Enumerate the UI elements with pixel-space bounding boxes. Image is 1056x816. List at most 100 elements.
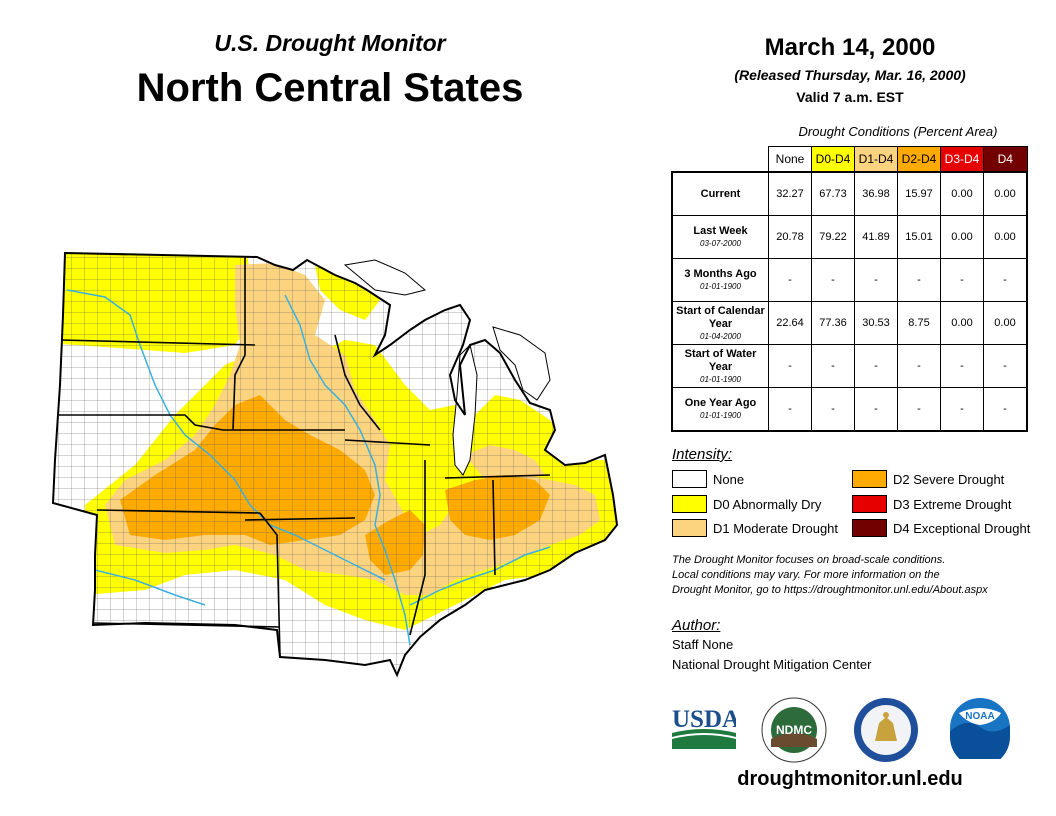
conditions-caption: Drought Conditions (Percent Area): [798, 124, 998, 139]
author-name: Staff None: [672, 637, 734, 652]
dakotas-mn-border: [232, 257, 246, 431]
row-label: Start of Calendar Year 01-04-2000: [671, 301, 769, 345]
il-east-border: [409, 460, 426, 636]
author-organization: National Drought Mitigation Center: [672, 657, 872, 672]
mn-wi-border: [334, 334, 381, 431]
row-label-text: Current: [700, 187, 741, 200]
table-cell: 8.75: [897, 301, 941, 345]
legend-label: D0 Abnormally Dry: [713, 496, 822, 512]
legend-swatch: [852, 495, 887, 513]
row-label-text: 3 Months Ago: [684, 268, 757, 280]
row-date: 01-04-2000: [700, 331, 741, 341]
state-borders: [57, 257, 551, 658]
table-cell: -: [811, 258, 855, 302]
column-header: D2-D4: [897, 146, 941, 173]
website-url: droughtmonitor.unl.edu: [737, 768, 963, 790]
table-cell: 0.00: [940, 171, 984, 216]
arkansas-river: [94, 569, 206, 606]
author-title: Author:: [672, 617, 721, 634]
row-label: 3 Months Ago 01-01-1900: [671, 258, 769, 302]
column-header: D3-D4: [940, 146, 984, 173]
table-cell: 67.73: [811, 171, 855, 216]
legend-swatch: [852, 519, 887, 537]
header-blank: [672, 147, 769, 173]
usda-logo-text: USDA: [672, 706, 736, 733]
legend-item: None: [672, 470, 744, 488]
release-date: (Released Thursday, Mar. 16, 2000): [734, 67, 966, 83]
row-label-text: Start of Calendar Year: [676, 304, 765, 330]
legend-swatch: [672, 470, 707, 488]
table-cell: -: [983, 387, 1028, 432]
column-header: D4: [983, 146, 1028, 173]
table-cell: -: [854, 258, 898, 302]
table-row: 3 Months Ago 01-01-1900 - - - - - -: [671, 258, 1028, 302]
in-oh-border: [492, 479, 496, 576]
table-cell: 20.78: [768, 215, 812, 259]
column-header: D0-D4: [811, 146, 855, 173]
table-cell: -: [768, 387, 812, 432]
table-cell: 0.00: [983, 171, 1028, 216]
row-label: One Year Ago 01-01-1900: [671, 387, 769, 432]
wi-il-border: [344, 439, 431, 446]
table-cell: -: [983, 344, 1028, 388]
table-cell: -: [897, 387, 941, 432]
noaa-logo: NOAA: [950, 698, 1010, 759]
map-subtitle: U.S. Drought Monitor: [214, 30, 446, 56]
legend-item: D3 Extreme Drought: [852, 495, 1012, 513]
table-cell: 0.00: [940, 301, 984, 345]
table-cell: -: [940, 344, 984, 388]
table-cell: -: [897, 258, 941, 302]
table-cell: 36.98: [854, 171, 898, 216]
valid-time: Valid 7 a.m. EST: [796, 89, 904, 105]
table-cell: 30.53: [854, 301, 898, 345]
row-label-text: One Year Ago: [684, 397, 757, 409]
intensity-title: Intensity:: [672, 446, 733, 463]
row-label-text: Last Week: [693, 225, 748, 237]
table-cell: 0.00: [940, 215, 984, 259]
ne-ks-border: [96, 509, 261, 514]
usda-logo: USDA: [672, 706, 736, 749]
legend-label: D3 Extreme Drought: [893, 496, 1012, 512]
map-date: March 14, 2000: [764, 34, 936, 61]
legend-swatch: [672, 519, 707, 537]
table-cell: 77.36: [811, 301, 855, 345]
legend-item: D0 Abnormally Dry: [672, 495, 821, 513]
ia-mo-border: [244, 517, 356, 521]
table-cell: 79.22: [811, 215, 855, 259]
legend-label: D2 Severe Drought: [893, 471, 1005, 487]
ndmc-logo: NDMC: [761, 697, 827, 763]
table-row: One Year Ago 01-01-1900 - - - - - -: [671, 387, 1028, 432]
legend-item: D4 Exceptional Drought: [852, 519, 1030, 537]
table-cell: -: [811, 344, 855, 388]
missouri-river: [66, 289, 386, 581]
row-label-text: Start of Water Year: [684, 347, 757, 373]
ohio-river: [409, 546, 551, 606]
table-row: Last Week 03-07-2000 20.78 79.22 41.89 15…: [671, 215, 1028, 259]
table-row: Current 32.27 67.73 36.98 15.97 0.00 0.0…: [671, 171, 1028, 216]
legend-swatch: [852, 470, 887, 488]
table-cell: -: [983, 258, 1028, 302]
column-header: D1-D4: [854, 146, 898, 173]
note-line: Local conditions may vary. For more info…: [672, 569, 940, 581]
column-header: None: [768, 146, 812, 173]
drought-map: [52, 252, 618, 676]
legend-label: None: [713, 471, 745, 487]
table-row: Start of Water Year 01-01-1900 - - - - - …: [671, 344, 1028, 388]
sd-nd-border: [60, 339, 256, 346]
legend-item: D2 Severe Drought: [852, 470, 1004, 488]
table-cell: -: [897, 344, 941, 388]
row-date: 01-01-1900: [700, 411, 741, 420]
lake-huron: [492, 326, 551, 401]
table-cell: -: [940, 387, 984, 432]
table-cell: 41.89: [854, 215, 898, 259]
commerce-seal: [854, 698, 918, 762]
row-label: Start of Water Year 01-01-1900: [671, 344, 769, 388]
table-cell: 15.01: [897, 215, 941, 259]
noaa-logo-text: NOAA: [965, 711, 994, 722]
table-cell: -: [854, 344, 898, 388]
mo-west-border: [259, 512, 281, 658]
table-cell: 32.27: [768, 171, 812, 216]
table-cell: -: [854, 387, 898, 432]
table-cell: 15.97: [897, 171, 941, 216]
legend-swatch: [672, 495, 707, 513]
